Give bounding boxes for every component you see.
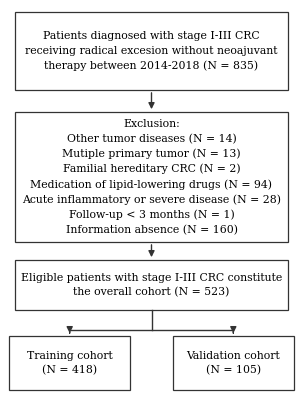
Text: Exclusion:
Other tumor diseases (N = 14)
Mutiple primary tumor (N = 13)
Familial: Exclusion: Other tumor diseases (N = 14)… xyxy=(22,119,281,235)
Text: Training cohort
(N = 418): Training cohort (N = 418) xyxy=(27,350,113,376)
Text: Validation cohort
(N = 105): Validation cohort (N = 105) xyxy=(186,350,280,376)
FancyBboxPatch shape xyxy=(173,336,294,390)
FancyBboxPatch shape xyxy=(15,12,288,90)
Text: Patients diagnosed with stage I-III CRC
receiving radical excesion without neoaj: Patients diagnosed with stage I-III CRC … xyxy=(25,31,278,71)
FancyBboxPatch shape xyxy=(9,336,130,390)
FancyBboxPatch shape xyxy=(15,260,288,310)
FancyBboxPatch shape xyxy=(15,112,288,242)
Text: Eligible patients with stage I-III CRC constitute
the overall cohort (N = 523): Eligible patients with stage I-III CRC c… xyxy=(21,272,282,298)
